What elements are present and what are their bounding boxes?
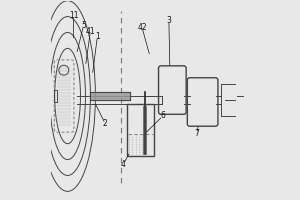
Bar — [54, 90, 57, 102]
Text: 41: 41 — [85, 27, 95, 36]
Text: 2: 2 — [103, 119, 108, 128]
Text: 6: 6 — [160, 111, 165, 120]
Text: 7: 7 — [194, 129, 199, 138]
Text: 4: 4 — [121, 160, 126, 169]
Text: 1: 1 — [95, 32, 100, 41]
Text: 42: 42 — [137, 23, 147, 32]
Text: 11: 11 — [69, 11, 78, 20]
Bar — [127, 104, 154, 156]
Text: 5: 5 — [81, 21, 86, 30]
Text: 3: 3 — [167, 16, 171, 25]
